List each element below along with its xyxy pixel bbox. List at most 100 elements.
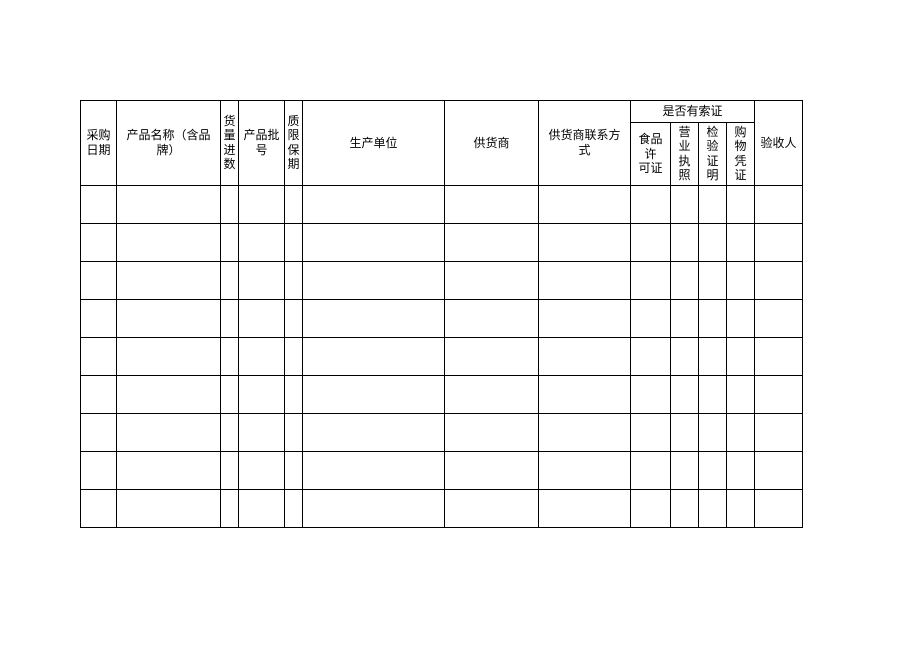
table-cell xyxy=(445,337,539,375)
table-cell xyxy=(671,185,699,223)
table-cell xyxy=(117,451,221,489)
table-cell xyxy=(727,185,755,223)
table-cell xyxy=(285,489,303,527)
table-cell xyxy=(303,337,445,375)
table-cell xyxy=(117,185,221,223)
table-cell xyxy=(117,223,221,261)
table-cell xyxy=(671,451,699,489)
col-header-c13: 验收人 xyxy=(755,101,803,186)
table-cell xyxy=(303,451,445,489)
table-cell xyxy=(671,299,699,337)
table-cell xyxy=(445,451,539,489)
table-cell xyxy=(81,299,117,337)
table-cell xyxy=(727,375,755,413)
table-cell xyxy=(117,375,221,413)
table-cell xyxy=(755,489,803,527)
table-row xyxy=(81,185,803,223)
table-cell xyxy=(539,337,631,375)
table-cell xyxy=(81,261,117,299)
table-cell xyxy=(221,185,239,223)
table-cell xyxy=(755,413,803,451)
table-row xyxy=(81,261,803,299)
table-cell xyxy=(239,223,285,261)
table-cell xyxy=(631,413,671,451)
table-cell xyxy=(671,261,699,299)
table-cell xyxy=(239,185,285,223)
table-cell xyxy=(699,185,727,223)
table-cell xyxy=(727,299,755,337)
table-cell xyxy=(631,185,671,223)
table-cell xyxy=(221,489,239,527)
table-cell xyxy=(539,489,631,527)
table-cell xyxy=(303,261,445,299)
table-cell xyxy=(221,223,239,261)
table-cell xyxy=(81,185,117,223)
table-cell xyxy=(303,223,445,261)
table-cell xyxy=(755,299,803,337)
table-cell xyxy=(699,223,727,261)
col-header-c1: 采购日期 xyxy=(81,101,117,186)
table-cell xyxy=(117,337,221,375)
table-cell xyxy=(631,261,671,299)
table-cell xyxy=(117,413,221,451)
table-cell xyxy=(221,337,239,375)
table-cell xyxy=(671,413,699,451)
table-cell xyxy=(727,261,755,299)
table-cell xyxy=(727,223,755,261)
table-cell xyxy=(631,223,671,261)
table-cell xyxy=(699,489,727,527)
table-row xyxy=(81,451,803,489)
table-cell xyxy=(539,413,631,451)
table-cell xyxy=(303,489,445,527)
table-cell xyxy=(239,489,285,527)
table-cell xyxy=(631,375,671,413)
table-cell xyxy=(285,223,303,261)
col-header-c2: 产品名称（含品牌） xyxy=(117,101,221,186)
table-cell xyxy=(727,451,755,489)
table-cell xyxy=(445,413,539,451)
table-cell xyxy=(755,337,803,375)
col-subheader-g3: 检验证明 xyxy=(699,123,727,186)
table-cell xyxy=(221,413,239,451)
table-cell xyxy=(445,185,539,223)
table-cell xyxy=(631,451,671,489)
form-table-container: 采购日期产品名称（含品牌）货量进数产品批号质限保期生产单位供货商供货商联系方式是… xyxy=(80,100,803,528)
table-cell xyxy=(445,375,539,413)
table-cell xyxy=(755,451,803,489)
table-cell xyxy=(117,489,221,527)
col-header-group-cert: 是否有索证 xyxy=(631,101,755,123)
form-table: 采购日期产品名称（含品牌）货量进数产品批号质限保期生产单位供货商供货商联系方式是… xyxy=(80,100,803,528)
table-cell xyxy=(221,261,239,299)
table-cell xyxy=(755,185,803,223)
table-cell xyxy=(671,375,699,413)
table-cell xyxy=(631,337,671,375)
table-cell xyxy=(755,261,803,299)
table-cell xyxy=(699,299,727,337)
table-row xyxy=(81,337,803,375)
table-cell xyxy=(727,489,755,527)
table-cell xyxy=(81,451,117,489)
col-header-c8: 供货商联系方式 xyxy=(539,101,631,186)
table-cell xyxy=(699,375,727,413)
table-cell xyxy=(445,261,539,299)
table-cell xyxy=(539,299,631,337)
table-cell xyxy=(445,223,539,261)
table-cell xyxy=(285,451,303,489)
table-row xyxy=(81,299,803,337)
col-subheader-g4: 购物凭证 xyxy=(727,123,755,186)
table-cell xyxy=(285,185,303,223)
table-cell xyxy=(285,299,303,337)
table-cell xyxy=(239,375,285,413)
table-cell xyxy=(239,413,285,451)
table-cell xyxy=(221,375,239,413)
table-cell xyxy=(303,375,445,413)
table-cell xyxy=(539,375,631,413)
table-cell xyxy=(699,261,727,299)
table-cell xyxy=(727,413,755,451)
table-cell xyxy=(117,299,221,337)
col-subheader-g2: 营业执照 xyxy=(671,123,699,186)
table-cell xyxy=(699,451,727,489)
table-cell xyxy=(221,451,239,489)
table-cell xyxy=(81,413,117,451)
table-cell xyxy=(539,185,631,223)
